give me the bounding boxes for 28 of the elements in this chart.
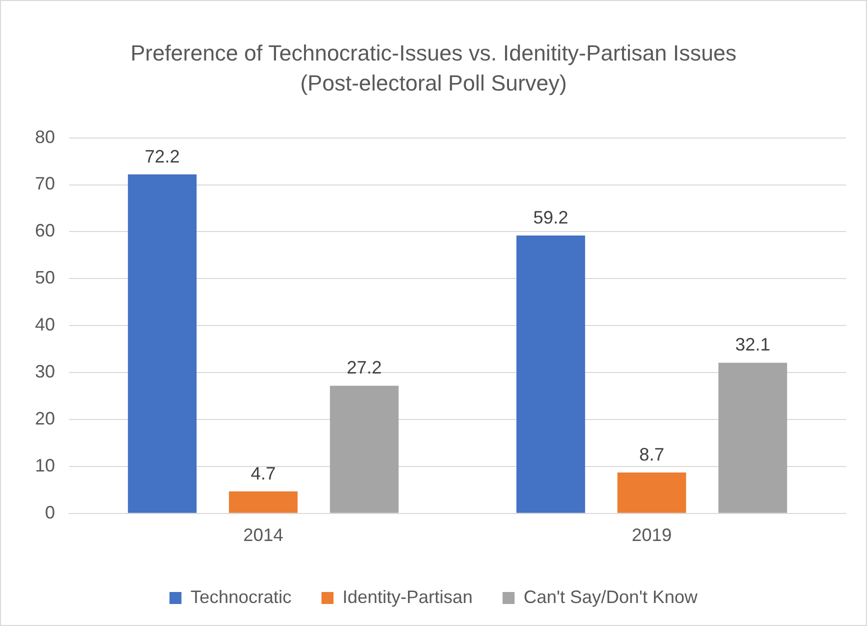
bar xyxy=(228,491,298,513)
data-label: 4.7 xyxy=(250,463,276,484)
bar xyxy=(718,362,788,513)
legend-label: Technocratic xyxy=(190,586,292,607)
y-tick-label: 50 xyxy=(34,268,56,288)
x-tick-label: 2019 xyxy=(632,525,672,546)
bar xyxy=(330,386,399,513)
y-tick-label: 30 xyxy=(34,362,56,382)
x-tick-label: 2014 xyxy=(243,525,284,546)
y-tick-label: 80 xyxy=(34,126,56,147)
bar xyxy=(617,472,686,513)
y-tick-label: 70 xyxy=(34,174,56,194)
data-label: 32.1 xyxy=(735,334,770,355)
bar xyxy=(128,174,197,513)
y-tick-label: 0 xyxy=(45,502,56,522)
y-tick-label: 60 xyxy=(34,220,56,241)
data-label: 72.2 xyxy=(144,146,180,166)
legend-label: Can't Say/Don't Know xyxy=(524,586,699,607)
y-tick-label: 20 xyxy=(34,408,56,428)
data-label: 8.7 xyxy=(639,444,664,465)
legend-label: Identity-Partisan xyxy=(342,586,473,607)
y-tick-label: 40 xyxy=(34,314,56,335)
y-tick-label: 10 xyxy=(34,455,56,476)
data-label: 27.2 xyxy=(346,358,382,378)
chart-subtitle: (Post-electoral Poll Survey) xyxy=(300,70,567,96)
chart-title: Preference of Technocratic-Issues vs. Idenitity-Partisan Issues xyxy=(130,40,737,66)
data-label: 59.2 xyxy=(533,207,568,228)
bar xyxy=(516,235,586,513)
